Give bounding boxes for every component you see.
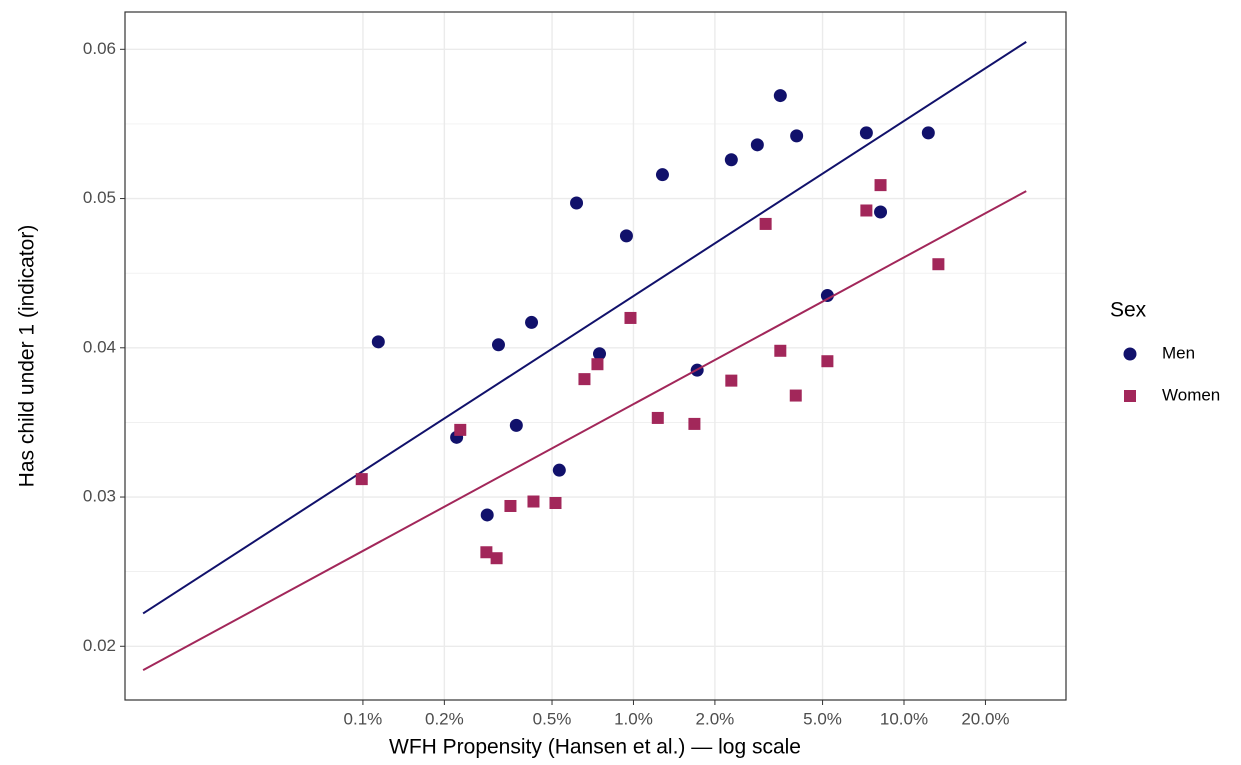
point: [821, 355, 834, 368]
point: [570, 196, 584, 210]
point: [859, 126, 873, 140]
x-tick-label: 20.0%: [961, 709, 1009, 728]
point: [525, 315, 539, 329]
point: [355, 473, 368, 486]
legend-symbol: [1124, 390, 1136, 402]
point: [724, 153, 738, 167]
panel-border: [124, 11, 1067, 701]
point: [527, 495, 540, 508]
point: [932, 258, 945, 271]
point: [619, 229, 633, 243]
point: [789, 389, 802, 402]
point: [921, 126, 935, 140]
point: [549, 497, 562, 510]
point: [688, 417, 701, 430]
y-tick-label: 0.03: [83, 487, 116, 506]
fit-line: [142, 41, 1027, 615]
x-tick-label: 0.2%: [425, 709, 464, 728]
point: [725, 374, 738, 387]
point: [624, 311, 637, 324]
x-tick-label: 5.0%: [803, 709, 842, 728]
point: [820, 289, 834, 303]
point: [773, 89, 787, 103]
point: [874, 179, 887, 192]
x-tick-label: 1.0%: [614, 709, 653, 728]
plot-marks: [142, 41, 1027, 672]
fit-line: [142, 190, 1027, 672]
y-tick-label: 0.06: [83, 39, 116, 58]
point: [578, 373, 591, 386]
point: [774, 344, 787, 357]
x-tick-label: 0.1%: [344, 709, 383, 728]
x-tick-label: 2.0%: [696, 709, 735, 728]
legend-label: Women: [1162, 385, 1220, 404]
point: [655, 168, 669, 182]
point: [552, 463, 566, 477]
point: [480, 546, 493, 559]
legend-symbol: [1123, 347, 1137, 361]
point: [593, 347, 607, 361]
point: [790, 129, 804, 143]
point: [591, 358, 604, 371]
point: [371, 335, 385, 349]
point: [480, 508, 494, 522]
y-tick-label: 0.02: [83, 636, 116, 655]
x-tick-label: 0.5%: [533, 709, 572, 728]
grid: [125, 12, 1066, 700]
legend-title: Sex: [1110, 299, 1147, 322]
legend-label: Men: [1162, 343, 1195, 362]
point: [454, 423, 467, 436]
x-axis-title: WFH Propensity (Hansen et al.) — log sca…: [389, 736, 801, 759]
point: [509, 418, 523, 432]
point: [504, 499, 517, 512]
point: [651, 411, 664, 424]
y-tick-label: 0.05: [83, 188, 116, 207]
point: [491, 338, 505, 352]
point: [860, 204, 873, 217]
point: [490, 552, 503, 565]
point: [750, 138, 764, 152]
point: [874, 205, 888, 219]
y-axis-title: Has child under 1 (indicator): [16, 225, 39, 488]
point: [759, 217, 772, 230]
y-tick-label: 0.04: [83, 337, 116, 356]
x-tick-label: 10.0%: [880, 709, 928, 728]
